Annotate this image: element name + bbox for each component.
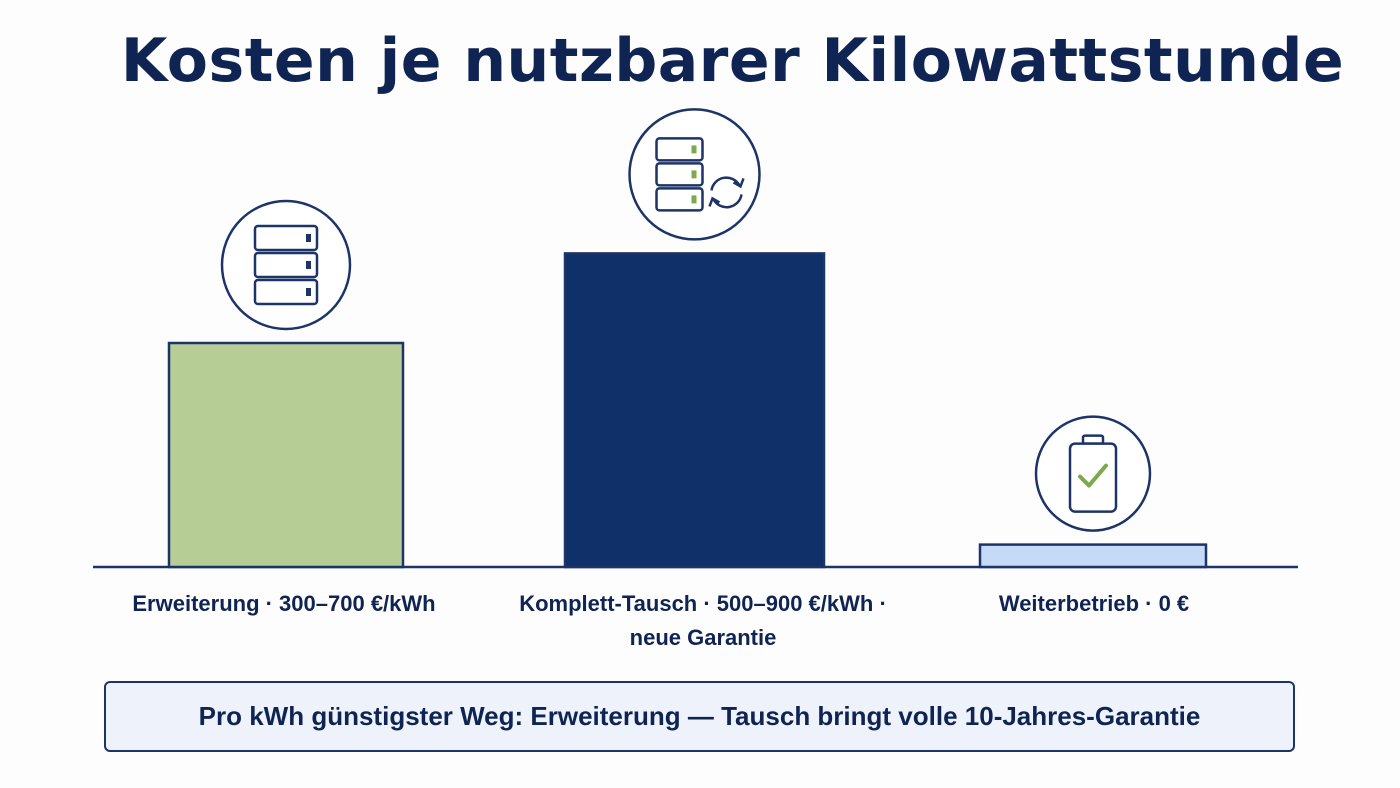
bar-1 — [167, 341, 405, 569]
chart-title: Kosten je nutzbarer Kilowattstunde — [120, 26, 1345, 96]
battery-check-icon — [1034, 415, 1152, 532]
category-label-1: Erweiterung · 300–700 €/kWh — [74, 587, 494, 621]
category-label-line: Erweiterung · 300–700 €/kWh — [132, 591, 436, 616]
bar-3 — [978, 543, 1208, 569]
category-label-2: Komplett-Tausch · 500–900 €/kWh · neue Ga… — [483, 587, 923, 655]
summary-text: Pro kWh günstigster Weg: Erweiterung — T… — [198, 701, 1201, 731]
category-label-3: Weiterbetrieb · 0 € — [934, 587, 1254, 621]
category-label-line: Weiterbetrieb · 0 € — [998, 591, 1190, 616]
battery-stack-icon — [220, 199, 352, 331]
battery-swap-icon — [628, 108, 761, 241]
bar-2 — [563, 252, 826, 569]
category-label-line: neue Garantie — [629, 625, 777, 650]
summary-box: Pro kWh günstigster Weg: Erweiterung — T… — [104, 681, 1295, 752]
category-label-line: Komplett-Tausch · 500–900 €/kWh · — [519, 591, 887, 616]
